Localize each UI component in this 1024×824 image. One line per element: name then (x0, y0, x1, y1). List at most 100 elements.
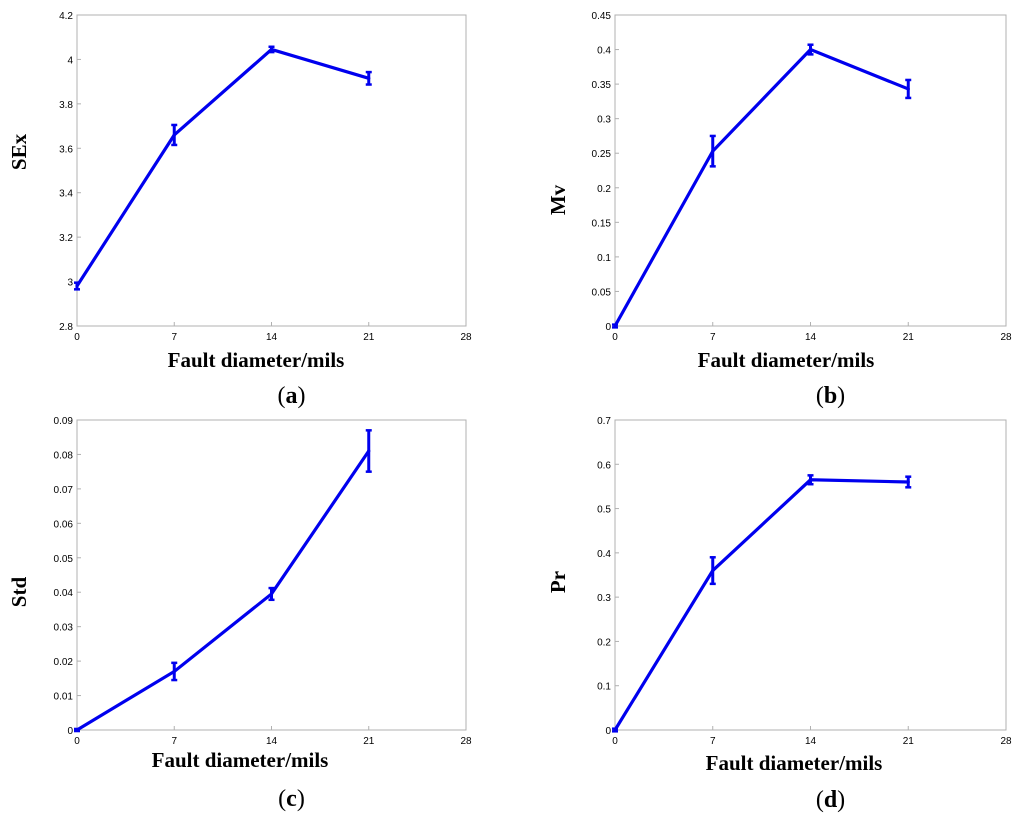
x-tick-label: 0 (612, 736, 618, 747)
data-point (75, 284, 79, 288)
caption-letter: b (824, 383, 837, 409)
x-tick-label: 14 (805, 332, 817, 343)
panel-caption: (d) (816, 787, 845, 813)
data-point (613, 728, 617, 732)
x-axis-label: Fault diameter/mils (168, 348, 345, 372)
caption-letter: a (286, 383, 298, 409)
y-tick-label: 0.35 (592, 80, 612, 91)
y-axis-label: Pr (546, 571, 570, 593)
data-point (367, 76, 371, 80)
y-tick-label: 3.4 (59, 189, 73, 200)
y-tick-label: 3.2 (59, 233, 73, 244)
data-point (808, 478, 813, 482)
x-tick-label: 0 (74, 332, 80, 343)
x-axis-label: Fault diameter/mils (152, 748, 329, 772)
y-tick-label: 0.07 (54, 485, 74, 496)
y-tick-label: 0.4 (597, 549, 611, 560)
y-tick-label: 0.2 (597, 637, 611, 648)
series-line (76, 450, 371, 732)
panel-d: 0 7 14 21 28 0 0.1 0.2 0.3 0.4 0.5 0.6 0.7 Fault diam… (546, 416, 1012, 813)
plot-frame (76, 14, 467, 327)
caption-close: ) (837, 787, 845, 813)
y-axis-label: SEx (7, 133, 31, 170)
y-tick-label: 0.45 (592, 11, 612, 22)
y-tick-label: 0.06 (54, 519, 74, 530)
x-axis-label: Fault diameter/mils (698, 348, 875, 372)
x-tick-label: 21 (903, 736, 915, 747)
y-tick-label: 4 (67, 55, 73, 66)
y-tick-label: 0.05 (592, 287, 612, 298)
y-tick-label: 3.8 (59, 100, 73, 111)
x-tick-label: 0 (612, 332, 618, 343)
y-tick-label: 0 (605, 726, 611, 737)
x-tick-label: 28 (1000, 736, 1012, 747)
y-tick-label: 0.08 (54, 450, 74, 461)
panel-caption: (c) (278, 786, 305, 812)
x-tick-label: 7 (171, 332, 177, 343)
y-tick-label: 0.4 (597, 46, 611, 57)
caption-close: ) (837, 383, 845, 409)
plot-frame (614, 419, 1007, 731)
x-tick-label: 7 (710, 332, 716, 343)
plot-frame (614, 14, 1007, 327)
y-tick-label: 0.02 (54, 657, 74, 668)
caption-open: ( (278, 786, 286, 812)
y-tick-label: 4.2 (59, 11, 73, 22)
data-point (711, 149, 715, 153)
series-line (75, 47, 370, 287)
caption-close: ) (298, 383, 306, 409)
y-tick-label: 0.6 (597, 460, 611, 471)
caption-open: ( (816, 383, 824, 409)
data-point (172, 133, 176, 137)
y-tick-label: 0.01 (54, 692, 74, 703)
y-tick-label: 3 (67, 278, 73, 289)
panel-a: 0 7 14 21 28 2.8 3 3.2 3.4 3.6 3.8 4 4.2 Fault diamet… (7, 11, 472, 409)
y-tick-label: 0.05 (54, 554, 74, 565)
y-tick-label: 0.1 (597, 682, 611, 693)
y-tick-label: 0.1 (597, 253, 611, 264)
y-tick-label: 0.04 (54, 588, 74, 599)
x-tick-label: 21 (363, 332, 375, 343)
y-axis-label: Std (7, 577, 31, 608)
data-point (906, 87, 910, 91)
data-point (613, 324, 617, 328)
series-line (613, 478, 909, 731)
y-tick-label: 3.6 (59, 144, 73, 155)
data-point (75, 728, 79, 732)
y-tick-label: 0.7 (597, 416, 611, 427)
caption-open: ( (816, 787, 824, 813)
y-tick-label: 0.03 (54, 623, 74, 634)
y-tick-label: 0 (67, 726, 73, 737)
x-tick-label: 14 (266, 332, 278, 343)
y-tick-label: 0.2 (597, 184, 611, 195)
x-tick-label: 21 (363, 736, 375, 747)
y-tick-label: 2.8 (59, 322, 73, 333)
x-tick-label: 0 (74, 736, 80, 747)
panel-c: 0 7 14 21 28 0 0.01 0.02 0.03 0.04 0.05 0.06 0.07 0.0… (7, 416, 472, 812)
data-point (906, 480, 910, 484)
data-point (269, 47, 274, 52)
x-tick-label: 7 (171, 736, 177, 747)
y-tick-label: 0.3 (597, 593, 611, 604)
y-axis-label: Mv (546, 184, 570, 215)
x-tick-label: 14 (266, 736, 278, 747)
y-tick-label: 0 (605, 322, 611, 333)
y-tick-label: 0.15 (592, 218, 612, 229)
panel-caption: (b) (816, 383, 845, 409)
caption-open: ( (278, 383, 286, 409)
x-tick-label: 14 (805, 736, 817, 747)
data-point (269, 592, 274, 596)
caption-close: ) (297, 786, 305, 812)
data-point (367, 449, 371, 453)
caption-letter: d (824, 787, 838, 813)
data-point (172, 669, 176, 674)
y-tick-label: 0.5 (597, 505, 611, 516)
data-point (808, 47, 813, 52)
caption-letter: c (286, 786, 297, 812)
x-tick-label: 28 (460, 736, 472, 747)
y-tick-label: 0.3 (597, 115, 611, 126)
panel-b: 0 7 14 21 28 0 0.05 0.1 0.15 0.2 0.25 0.3 0.35 0.4 0.4… (546, 11, 1012, 409)
x-tick-label: 28 (460, 332, 472, 343)
x-tick-label: 28 (1000, 332, 1012, 343)
